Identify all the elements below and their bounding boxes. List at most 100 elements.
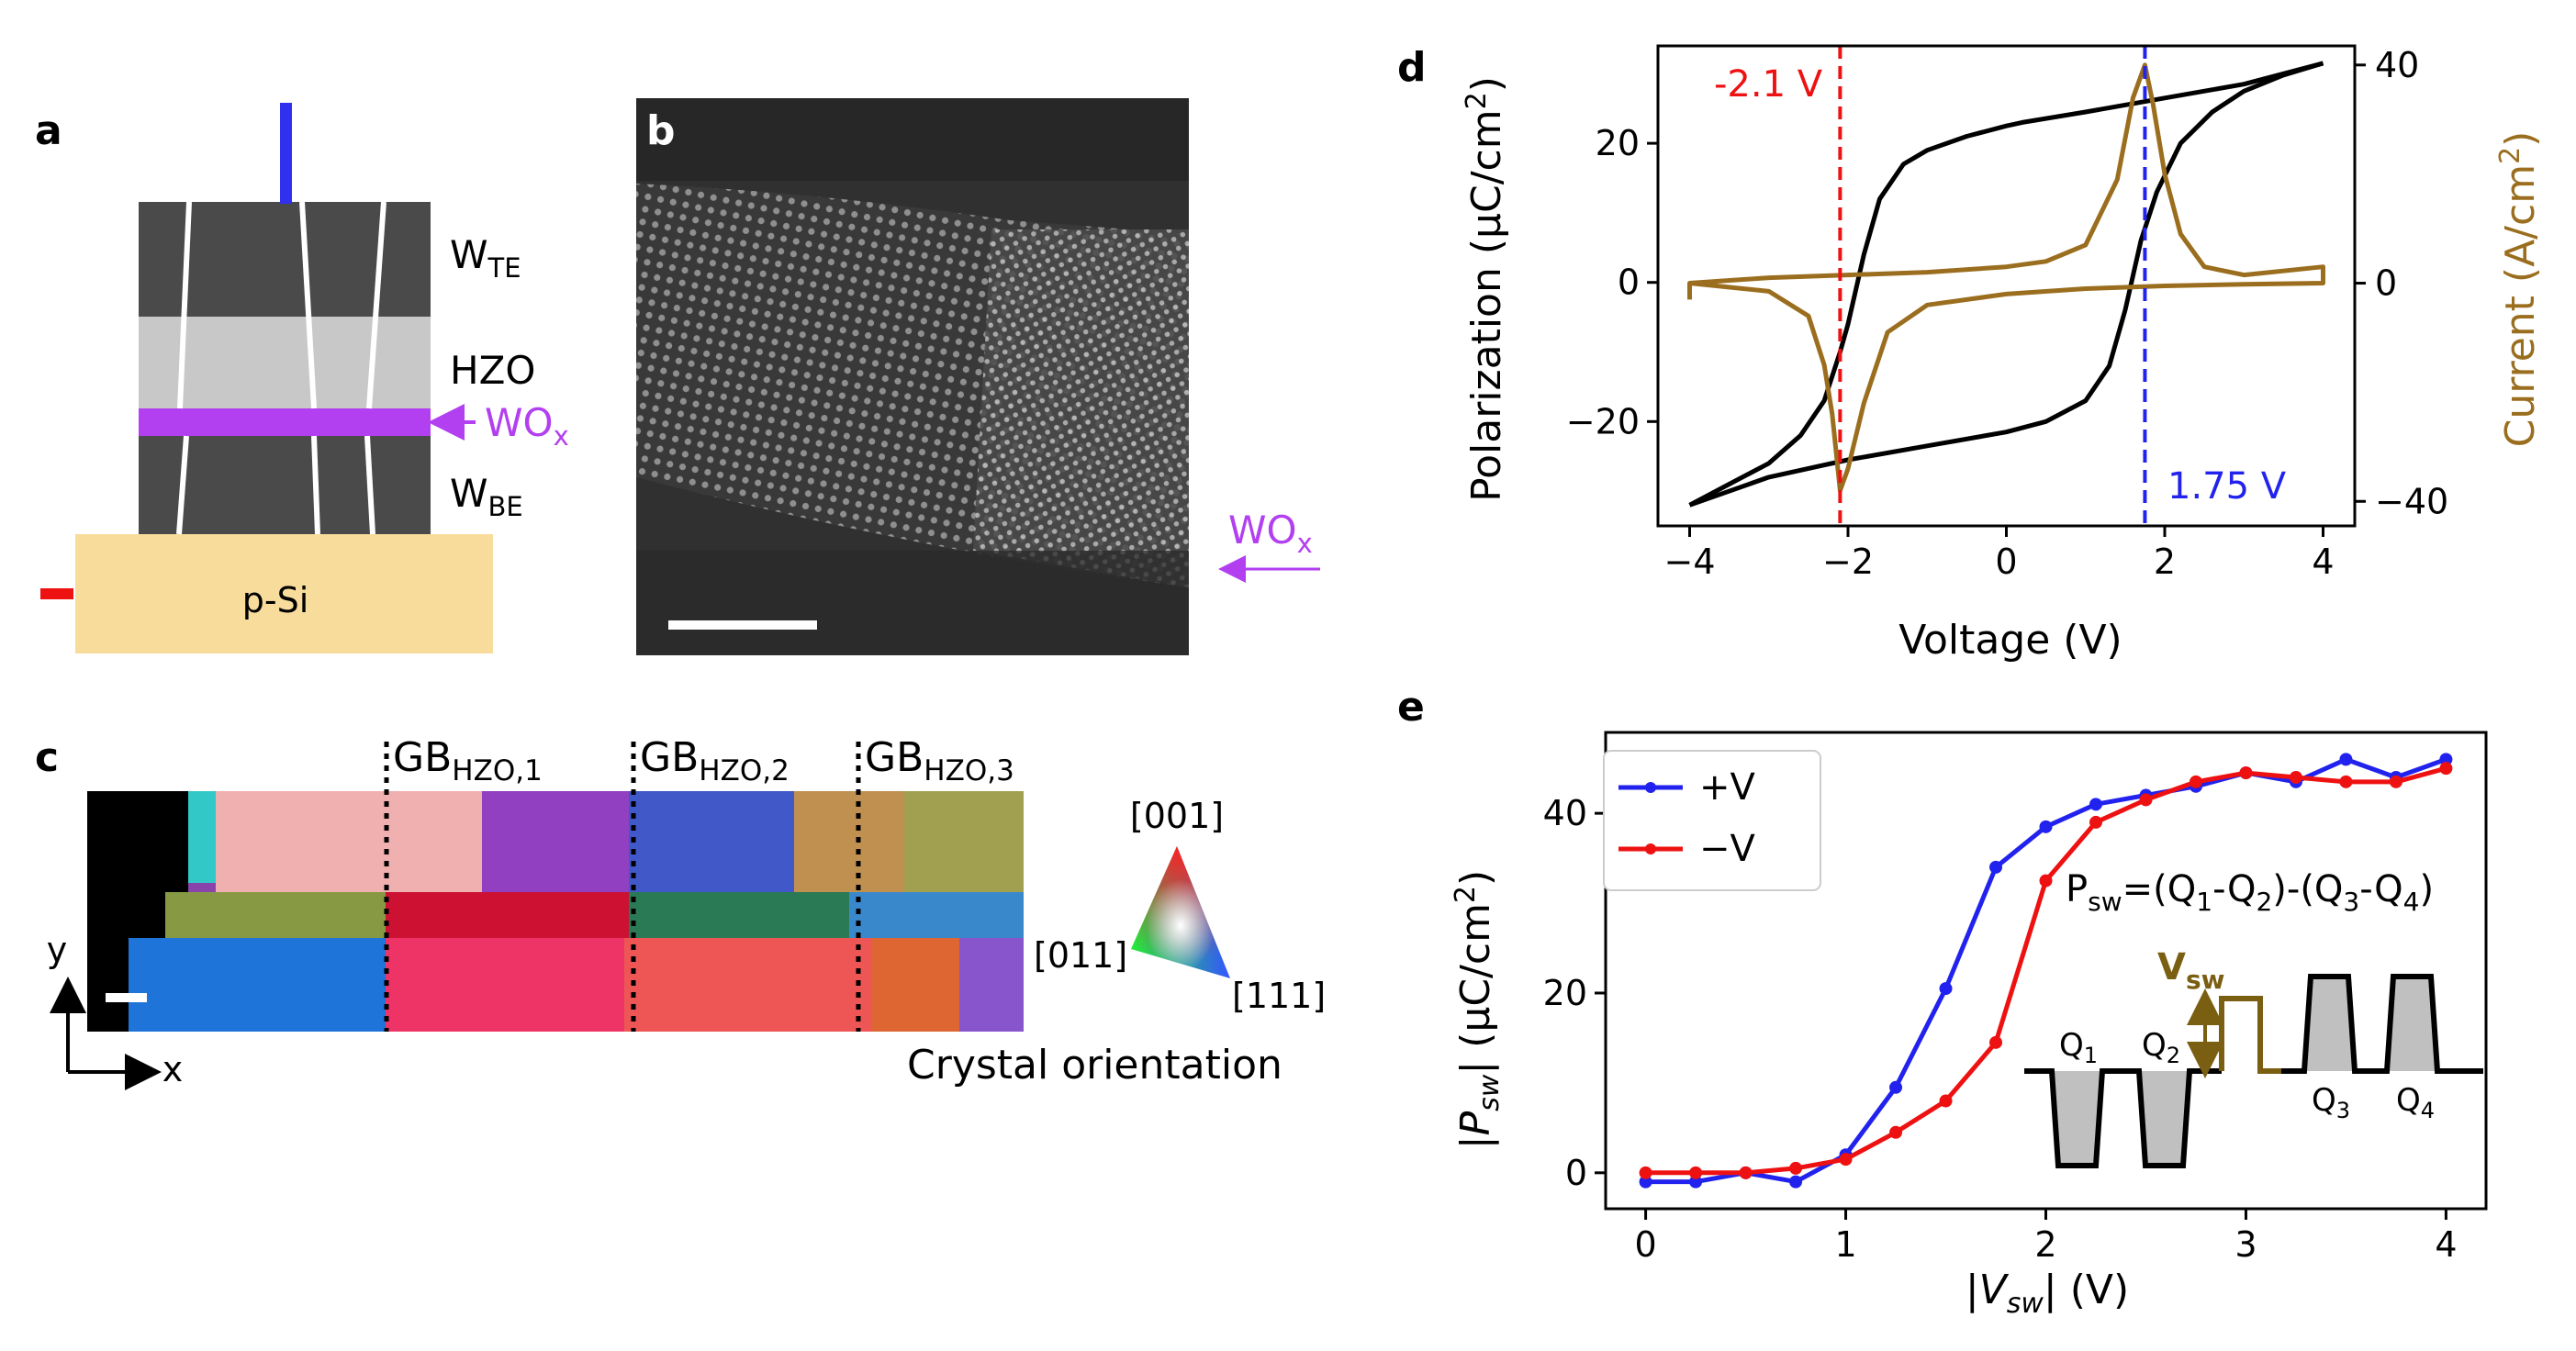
e-point	[2089, 798, 2102, 811]
q1-label: Q1	[2059, 1027, 2098, 1068]
e-xlabel: |Vsw| (V)	[1966, 1267, 2129, 1320]
d-ytick-left-label: 0	[1618, 262, 1640, 303]
pulse-inset: Vsw Q1 Q2 Q3 Q4	[2024, 946, 2483, 1168]
e-point	[2339, 775, 2353, 788]
e-ytick-label: 20	[1543, 973, 1587, 1013]
substrate-layer	[75, 534, 493, 653]
positive-pulses	[2281, 974, 2483, 1074]
e-point	[2339, 753, 2353, 766]
d-series-0	[1688, 61, 2324, 508]
e-xtick-label: 1	[1834, 1224, 1856, 1265]
e-xtick-label: 3	[2234, 1224, 2257, 1265]
wox-layer	[139, 408, 431, 436]
e-point	[1989, 860, 2003, 874]
e-ylabel: |Psw| (μC/cm2)	[1450, 870, 1506, 1149]
gb-label-1: GBHZO,1	[393, 734, 543, 787]
vsw-label: Vsw	[2157, 946, 2225, 995]
d-xtick-label: 4	[2312, 542, 2334, 582]
d-ytick-left-label: 20	[1596, 123, 1640, 163]
e-point	[1939, 982, 1953, 996]
e-point	[1889, 1080, 1903, 1094]
bottom-electrode-label: WBE	[450, 471, 523, 522]
e-point	[2189, 775, 2202, 788]
grain-boundary-lines	[384, 742, 861, 1032]
bottom-contact	[40, 588, 73, 599]
e-point	[1689, 1166, 1703, 1179]
axis-x-label: x	[162, 1049, 184, 1089]
d-xtick-label: 2	[2154, 542, 2176, 582]
hzo-label: HZO	[450, 348, 535, 393]
vline-label-pos: 1.75 V	[2167, 465, 2287, 508]
e-point	[1639, 1175, 1652, 1189]
vline-label-neg: -2.1 V	[1714, 63, 1823, 106]
orientation-map	[87, 791, 1024, 1032]
gb-label-2: GBHZO,2	[640, 734, 790, 787]
e-xtick-label: 2	[2034, 1224, 2056, 1265]
panel-d-label: d	[1397, 44, 1427, 91]
q3-label: Q3	[2312, 1082, 2350, 1123]
psw-formula: Psw=(Q1-Q2)-(Q3-Q4)	[2066, 868, 2434, 917]
d-xtick-label: 0	[1995, 542, 2017, 582]
d-ytick-right-label: −40	[2375, 481, 2448, 521]
panel-e-label: e	[1397, 684, 1425, 731]
legend-e: +V −V	[1603, 750, 1821, 891]
scale-bar-b	[668, 620, 817, 630]
e-point	[1989, 1035, 2003, 1049]
d-xtick-label: −4	[1663, 542, 1715, 582]
e-xtick-label: 0	[1634, 1224, 1656, 1265]
hzo-layer	[139, 317, 431, 408]
e-point	[2439, 753, 2453, 766]
e-point	[2089, 815, 2102, 829]
d-series-1	[1688, 61, 2324, 508]
e-point	[1639, 1166, 1652, 1179]
grain-boundaries-a	[176, 201, 386, 535]
e-ytick-label: 40	[1543, 793, 1587, 833]
panel-a-label: a	[35, 107, 62, 154]
e-point	[1739, 1166, 1753, 1179]
e-point	[2389, 775, 2402, 788]
q2-label: Q2	[2142, 1027, 2180, 1068]
legend-label-neg: −V	[1699, 828, 1756, 870]
scale-bar-c	[106, 993, 147, 1002]
substrate-label: p-Si	[242, 580, 309, 620]
e-point	[2139, 793, 2153, 807]
top-electrode-label: WTE	[450, 232, 521, 284]
e-point	[1789, 1175, 1803, 1189]
e-point	[1939, 1094, 1953, 1108]
d-ytick-right-label: 0	[2375, 263, 2397, 304]
e-point	[2439, 762, 2453, 776]
panel-c: c GBHZO,1 GBHZO,2 GBH	[35, 734, 1326, 1090]
triangle-label-111: [111]	[1232, 976, 1326, 1016]
e-point	[1789, 1161, 1803, 1175]
switch-pulse	[2219, 996, 2281, 1074]
d-ylabel-right: Current (A/cm2)	[2494, 131, 2544, 448]
crystal-orientation-title: Crystal orientation	[907, 1042, 1282, 1089]
coordinate-axes: y x	[47, 930, 184, 1090]
q4-label: Q4	[2396, 1082, 2435, 1123]
e-point	[2039, 874, 2053, 888]
triangle-label-011: [011]	[1034, 935, 1127, 976]
e-ytick-label: 0	[1565, 1153, 1587, 1193]
d-series-2	[1687, 62, 2325, 493]
e-point	[1889, 1125, 1903, 1139]
e-point	[2289, 770, 2302, 784]
axis-y-label: y	[47, 930, 68, 970]
gb-label-3: GBHZO,3	[865, 734, 1014, 787]
e-point	[2039, 820, 2053, 833]
top-contact	[280, 103, 292, 204]
negative-pulses	[2024, 1068, 2222, 1168]
triangle-label-001: [001]	[1130, 796, 1224, 836]
d-ytick-left-label: −20	[1566, 401, 1640, 441]
e-point	[2239, 766, 2253, 780]
d-xlabel: Voltage (V)	[1898, 617, 2122, 664]
d-ytick-right-label: 40	[2375, 45, 2419, 85]
d-xtick-label: −2	[1822, 542, 1874, 582]
color-triangle	[1131, 846, 1230, 978]
panel-a: a p-Si WTE HZO WOx WBE	[35, 103, 569, 653]
e-xtick-label: 4	[2435, 1224, 2457, 1265]
e-point	[1839, 1153, 1853, 1167]
